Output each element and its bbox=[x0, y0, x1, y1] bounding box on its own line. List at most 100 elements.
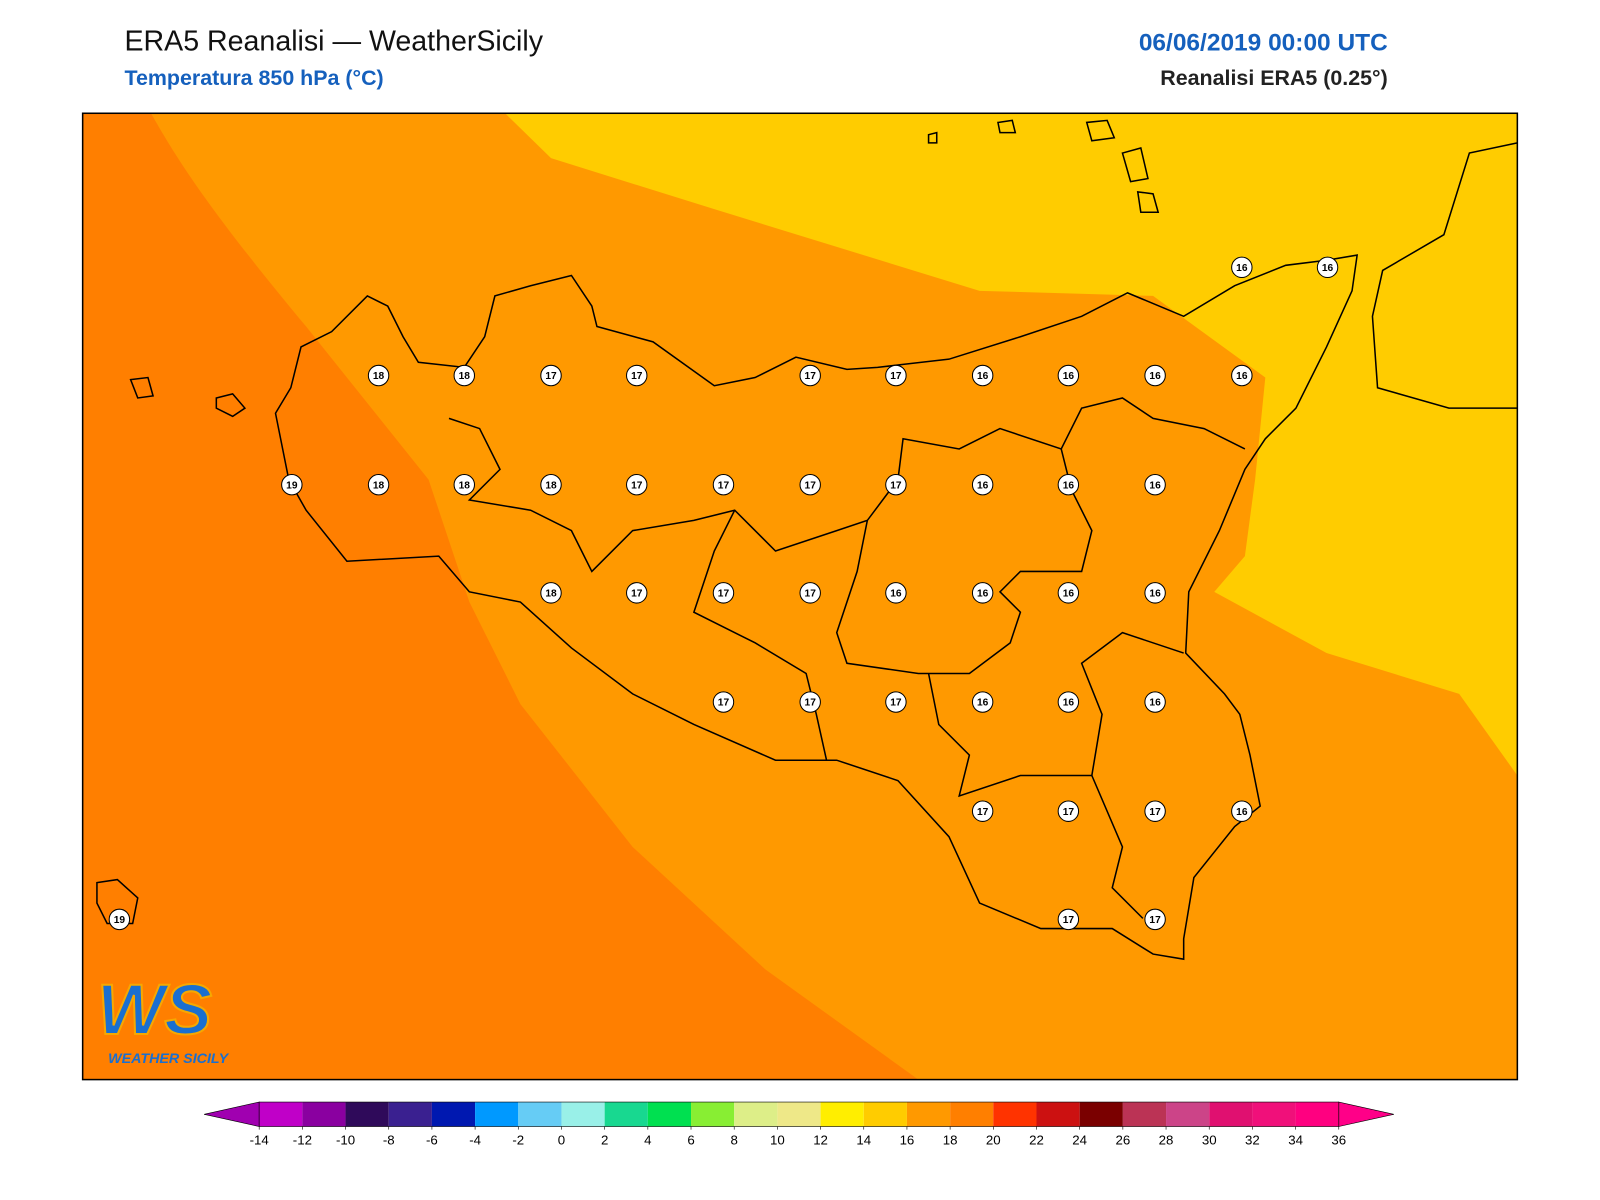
station-value: 17 bbox=[890, 480, 902, 491]
station-marker bbox=[626, 364, 648, 387]
station-marker bbox=[626, 473, 648, 496]
station-value: 17 bbox=[718, 698, 730, 709]
subtitle: Temperatura 850 hPa (°C) bbox=[124, 66, 383, 90]
colorbar-tick-label: 18 bbox=[943, 1132, 958, 1147]
colorbar-bin bbox=[1079, 1102, 1123, 1127]
station-value: 18 bbox=[459, 480, 471, 491]
colorbar-tick-label: 20 bbox=[986, 1132, 1001, 1147]
station-value: 17 bbox=[890, 698, 902, 709]
station-value: 16 bbox=[977, 589, 989, 600]
station-value: 17 bbox=[805, 371, 817, 382]
station-marker bbox=[1144, 800, 1166, 822]
colorbar-tick-label: 24 bbox=[1072, 1132, 1087, 1147]
colorbar-tick-label: 36 bbox=[1331, 1132, 1346, 1147]
station-value: 16 bbox=[977, 698, 989, 709]
temperature-band bbox=[505, 113, 1518, 776]
station-value: 17 bbox=[1063, 807, 1075, 818]
station-marker bbox=[1057, 364, 1080, 387]
colorbar-tick-label: 8 bbox=[731, 1132, 738, 1147]
colorbar-bin bbox=[345, 1102, 389, 1127]
stations: 16 16 18 18 17 17 17 17 16 16 16 16 19 18 18 18 17 17 17 17… bbox=[108, 256, 1339, 931]
station-value: 17 bbox=[631, 480, 643, 491]
station-value: 16 bbox=[1063, 371, 1075, 382]
station-marker bbox=[367, 473, 390, 496]
station-marker bbox=[1057, 582, 1080, 604]
date: 06/06/2019 00:00 UTC bbox=[1139, 29, 1388, 56]
colorbar-bin bbox=[1252, 1102, 1296, 1127]
station-marker bbox=[799, 691, 821, 713]
station-marker bbox=[540, 364, 562, 387]
colorbar-tick-label: 30 bbox=[1202, 1132, 1217, 1147]
station-marker bbox=[1057, 800, 1080, 822]
colorbar-bin bbox=[691, 1102, 735, 1127]
colorbar-tick-label: -14 bbox=[250, 1132, 269, 1147]
colorbar-tick-label: 6 bbox=[687, 1132, 694, 1147]
colorbar-tick-label: 22 bbox=[1029, 1132, 1044, 1147]
colorbar-tick-label: 26 bbox=[1115, 1132, 1130, 1147]
colorbar-tick-label: 28 bbox=[1159, 1132, 1174, 1147]
station-marker bbox=[885, 582, 907, 604]
colorbar-bin bbox=[302, 1102, 346, 1127]
station-marker bbox=[885, 364, 907, 387]
logo-text: WEATHER SICILY bbox=[108, 1051, 229, 1067]
station-value: 16 bbox=[1063, 589, 1075, 600]
station-marker bbox=[971, 473, 994, 496]
colorbar-tick-label: 0 bbox=[558, 1132, 565, 1147]
station-marker bbox=[1057, 473, 1080, 496]
colorbar-tick-label: -2 bbox=[512, 1132, 524, 1147]
station-value: 16 bbox=[977, 371, 989, 382]
colorbar-bin bbox=[734, 1102, 778, 1127]
station-marker bbox=[108, 908, 131, 931]
logo-mark: WS bbox=[97, 970, 212, 1050]
station-marker bbox=[1231, 800, 1253, 822]
colorbar-tick-label: 2 bbox=[601, 1132, 608, 1147]
station-value: 17 bbox=[805, 698, 817, 709]
colorbar-bin bbox=[259, 1102, 303, 1127]
station-value: 17 bbox=[1063, 915, 1075, 926]
station-marker bbox=[540, 473, 562, 496]
colorbar-bin bbox=[388, 1102, 432, 1127]
station-value: 16 bbox=[1063, 698, 1075, 709]
station-marker bbox=[799, 582, 821, 604]
colorbar-bin bbox=[1295, 1102, 1339, 1127]
colorbar-bin bbox=[604, 1102, 648, 1127]
colorbar-bin bbox=[561, 1102, 605, 1127]
station-value: 16 bbox=[1063, 480, 1075, 491]
colorbar-tick-label: 10 bbox=[770, 1132, 785, 1147]
station-value: 17 bbox=[718, 480, 730, 491]
station-marker bbox=[1144, 364, 1166, 387]
coastlines bbox=[96, 119, 1518, 961]
station-value: 17 bbox=[1149, 807, 1161, 818]
station-value: 16 bbox=[1322, 263, 1334, 274]
station-value: 16 bbox=[890, 589, 902, 600]
colorbar-tick-label: 34 bbox=[1288, 1132, 1303, 1147]
station-value: 18 bbox=[545, 589, 557, 600]
station-value: 16 bbox=[1149, 698, 1161, 709]
station-value: 16 bbox=[1149, 371, 1161, 382]
station-value: 17 bbox=[545, 371, 557, 382]
colorbar-bin bbox=[1036, 1102, 1080, 1127]
station-marker bbox=[1231, 364, 1253, 387]
station-marker bbox=[712, 691, 735, 713]
station-value: 18 bbox=[545, 480, 557, 491]
station-marker bbox=[1144, 582, 1166, 604]
station-value: 17 bbox=[1149, 915, 1161, 926]
station-marker bbox=[971, 582, 994, 604]
colorbar: -14 -12 -10 -8 -6 -4 -2 0 2 4 6 8 10 12 14 16 18 20 22 24 26… bbox=[204, 1101, 1394, 1147]
station-marker bbox=[626, 582, 648, 604]
station-value: 18 bbox=[373, 371, 385, 382]
station-value: 16 bbox=[977, 480, 989, 491]
station-marker bbox=[281, 473, 303, 496]
station-marker bbox=[971, 691, 994, 713]
station-marker bbox=[453, 473, 475, 496]
colorbar-bin bbox=[518, 1102, 562, 1127]
station-marker bbox=[799, 364, 821, 387]
station-value: 17 bbox=[977, 807, 989, 818]
colorbar-bin bbox=[431, 1102, 476, 1127]
station-value: 17 bbox=[631, 589, 643, 600]
station-value: 16 bbox=[1149, 480, 1161, 491]
station-value: 19 bbox=[114, 915, 126, 926]
map-frame bbox=[81, 112, 1519, 1081]
colorbar-tick-label: 32 bbox=[1245, 1132, 1260, 1147]
